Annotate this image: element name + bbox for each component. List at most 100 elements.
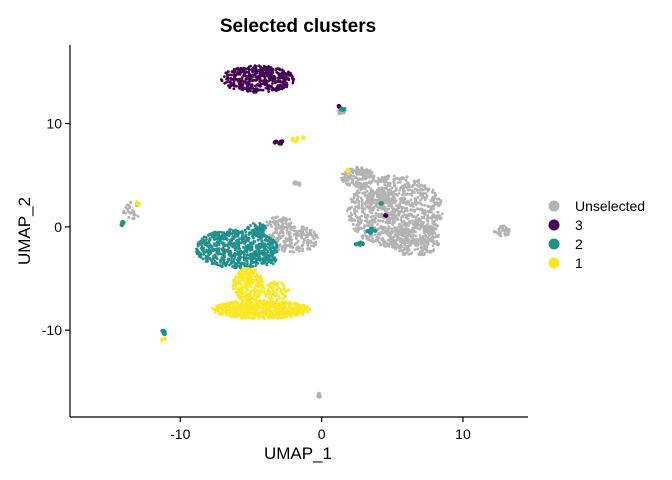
data-point [360,198,364,202]
data-point [255,275,259,279]
data-point [212,233,216,237]
data-point [242,67,246,71]
data-point [351,181,354,185]
data-point [287,77,290,81]
data-point [437,211,440,214]
data-point [277,234,281,237]
data-point [368,175,372,179]
data-point [288,250,292,254]
data-point [402,188,405,192]
data-point [282,305,285,308]
data-point [287,73,290,77]
data-point [314,240,318,244]
data-point [285,85,289,89]
data-point [258,237,262,241]
data-point [248,68,251,72]
data-point [388,193,391,197]
data-point [391,245,394,249]
data-point [245,236,249,240]
data-point [400,221,404,224]
data-point [221,237,225,241]
data-point [360,219,363,222]
data-point [301,247,305,251]
data-point [416,207,419,211]
data-point [243,235,247,239]
data-point [355,192,358,196]
data-point [413,187,417,191]
data-point [208,252,212,256]
data-point [364,177,367,181]
data-point [288,217,291,221]
data-point [268,75,271,79]
data-point [376,205,380,209]
data-point [419,224,422,228]
data-point [251,271,254,275]
data-point [373,228,378,233]
data-point [502,224,506,228]
data-point [235,306,239,310]
data-point [425,187,429,191]
data-point [257,83,261,87]
data-point [361,176,365,180]
data-point [207,248,211,252]
data-point [422,242,425,246]
data-point [261,223,265,227]
data-point [307,246,310,250]
data-point [421,237,425,241]
data-point [271,82,274,85]
data-point [266,69,270,73]
data-point [373,191,377,195]
data-point [241,246,245,249]
data-point [258,80,262,84]
data-point [266,66,270,69]
data-point [363,191,367,195]
data-point [280,300,284,303]
data-point [260,279,264,283]
data-point [216,241,220,245]
data-point [390,210,394,214]
data-point [367,206,371,210]
data-point [385,208,389,212]
data-point [406,186,409,190]
data-point [254,75,257,79]
data-point [405,246,408,250]
data-point [240,237,244,241]
data-point [250,78,253,82]
data-point [354,200,357,204]
data-point [256,300,259,303]
data-point [275,293,279,296]
data-point [240,229,244,233]
data-point [351,168,354,171]
data-point [383,191,387,195]
data-point [131,209,134,213]
data-point [204,240,208,244]
data-point [220,241,224,245]
data-point [241,234,244,238]
data-point [390,243,394,247]
data-point [256,233,260,237]
data-point [367,192,371,196]
data-point [260,290,264,294]
data-point [507,230,511,234]
data-point [253,313,257,317]
data-point [379,243,383,247]
data-point [306,244,310,247]
data-point [272,258,276,262]
data-point [377,212,381,216]
data-point [411,189,414,193]
data-point [251,90,255,93]
data-point [239,255,243,259]
data-point [390,186,394,190]
data-point [404,224,408,228]
data-point [427,227,431,231]
data-point [256,312,259,316]
data-point [426,222,430,226]
data-point [376,227,380,231]
data-point [252,233,256,237]
data-point [244,292,248,296]
data-point [371,189,375,193]
data-point [275,215,279,219]
data-point [201,248,205,252]
data-point [247,236,251,240]
data-point [269,301,273,305]
